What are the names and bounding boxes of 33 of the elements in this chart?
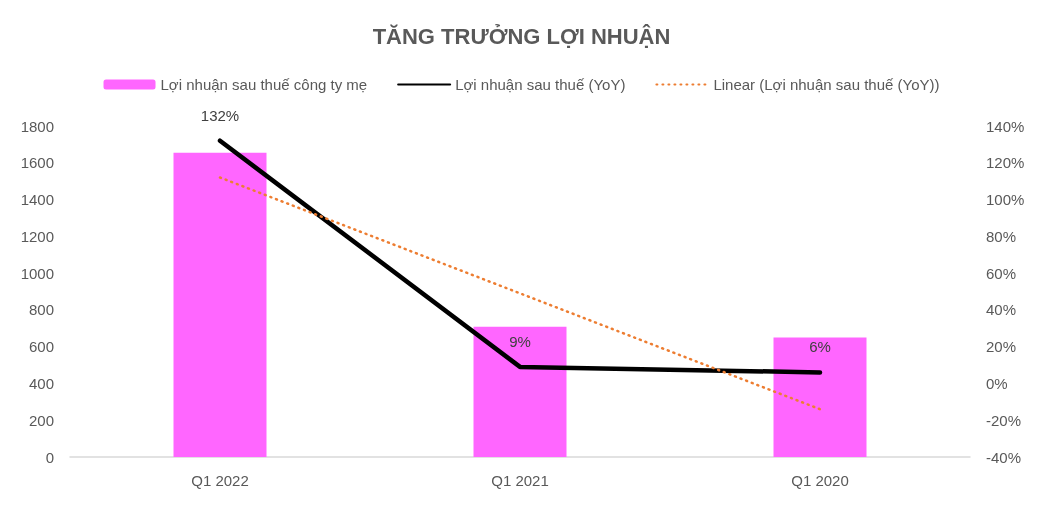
y-tick-label: 200: [28, 411, 54, 429]
data-label: 132%: [200, 106, 240, 124]
y-tick-label: 0: [45, 448, 54, 466]
y-tick-label: 1600: [20, 154, 54, 172]
y2-tick-label: 60%: [986, 264, 1017, 282]
bar: [773, 337, 867, 457]
y-tick-label: 1400: [20, 191, 54, 209]
legend-label: Linear (Lợi nhuận sau thuế (YoY)): [713, 76, 940, 93]
chart-title: TĂNG TRƯỞNG LỢI NHUẬN: [372, 23, 671, 49]
bar: [173, 152, 267, 457]
y2-tick-label: 80%: [986, 227, 1017, 245]
y-tick-label: 800: [28, 301, 54, 319]
data-label: 6%: [809, 338, 831, 356]
y2-tick-label: 140%: [986, 117, 1025, 135]
y-tick-label: 1200: [20, 227, 54, 245]
x-tick-label: Q1 2021: [491, 472, 549, 489]
data-label: 9%: [509, 332, 531, 350]
y2-tick-label: 0%: [986, 374, 1008, 392]
y2-tick-label: -40%: [986, 448, 1022, 466]
bar: [473, 326, 567, 457]
x-tick-label: Q1 2020: [791, 472, 849, 489]
y-tick-label: 400: [28, 374, 54, 392]
y2-tick-label: 40%: [986, 301, 1017, 319]
y-tick-label: 600: [28, 338, 54, 356]
x-tick-label: Q1 2022: [191, 472, 249, 489]
y2-tick-label: 100%: [986, 191, 1025, 209]
y-tick-label: 1800: [20, 117, 54, 135]
y2-tick-label: 20%: [986, 338, 1017, 356]
legend-label: Lợi nhuận sau thuế công ty mẹ: [160, 76, 368, 93]
y-tick-label: 1000: [20, 264, 54, 282]
legend-label: Lợi nhuận sau thuế (YoY): [455, 76, 626, 93]
y2-tick-label: -20%: [986, 411, 1022, 429]
y2-tick-label: 120%: [986, 154, 1025, 172]
